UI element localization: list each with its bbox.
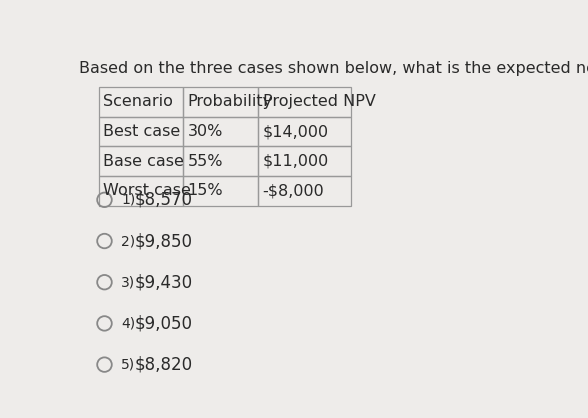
- Text: $11,000: $11,000: [263, 154, 329, 169]
- Text: $8,820: $8,820: [135, 356, 193, 374]
- Text: 1): 1): [121, 193, 136, 207]
- Text: $14,000: $14,000: [263, 124, 329, 139]
- Text: 30%: 30%: [188, 124, 223, 139]
- Text: Base case: Base case: [103, 154, 184, 169]
- Text: 15%: 15%: [188, 184, 223, 198]
- Text: $9,050: $9,050: [135, 314, 193, 332]
- Text: -$8,000: -$8,000: [263, 184, 325, 198]
- Text: Projected NPV: Projected NPV: [263, 94, 376, 110]
- Text: $9,850: $9,850: [135, 232, 193, 250]
- Text: 4): 4): [121, 316, 135, 330]
- Text: Based on the three cases shown below, what is the expected net present value?: Based on the three cases shown below, wh…: [79, 61, 588, 76]
- Text: Best case: Best case: [103, 124, 181, 139]
- Text: Probability: Probability: [188, 94, 273, 110]
- Text: 2): 2): [121, 234, 135, 248]
- Text: 55%: 55%: [188, 154, 223, 169]
- Text: Scenario: Scenario: [103, 94, 173, 110]
- Text: $8,570: $8,570: [135, 191, 193, 209]
- Text: 3): 3): [121, 275, 135, 289]
- Text: 5): 5): [121, 358, 135, 372]
- Text: Worst case: Worst case: [103, 184, 191, 198]
- Text: $9,430: $9,430: [135, 273, 193, 291]
